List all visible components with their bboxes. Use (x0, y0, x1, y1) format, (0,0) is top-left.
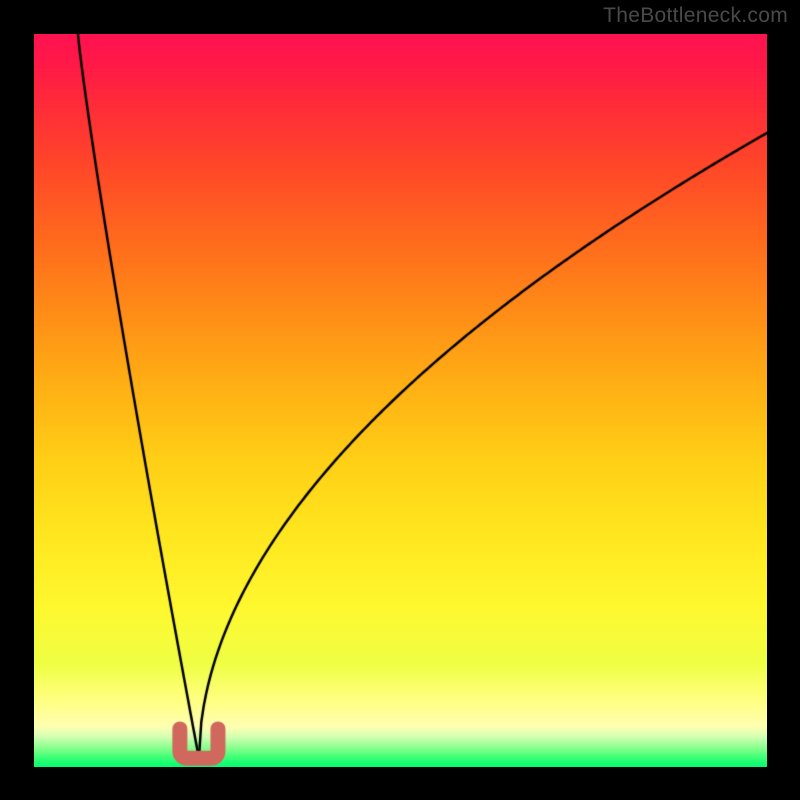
watermark-text: TheBottleneck.com (603, 4, 788, 28)
plot-area (34, 34, 767, 767)
plot-canvas (34, 34, 767, 767)
chart-container: TheBottleneck.com (0, 0, 800, 800)
